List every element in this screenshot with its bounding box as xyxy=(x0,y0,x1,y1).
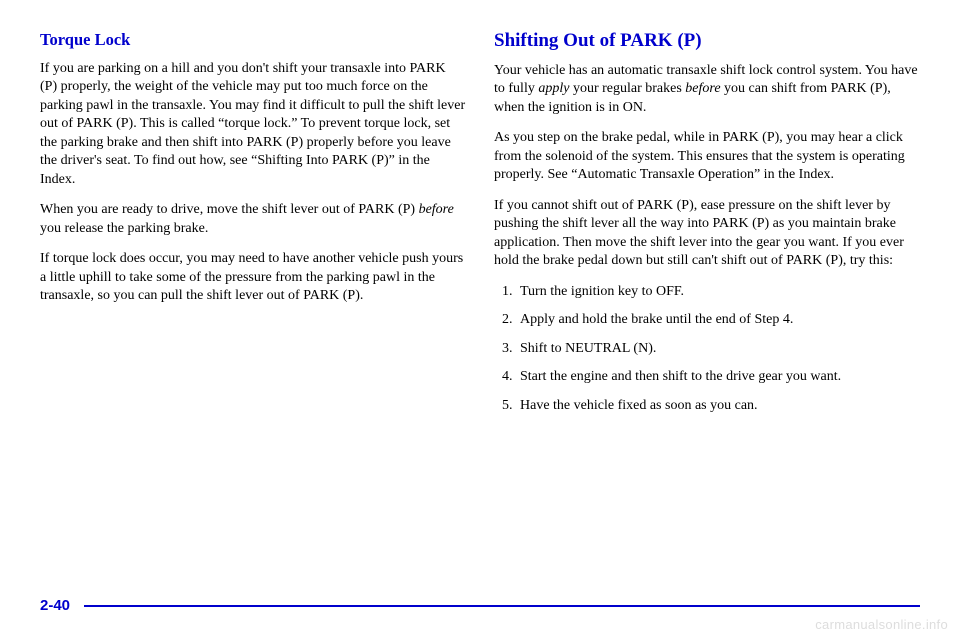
right-p1-italic1: apply xyxy=(538,81,569,96)
left-para-2: When you are ready to drive, move the sh… xyxy=(40,201,466,238)
page-number: 2-40 xyxy=(40,597,70,614)
page-footer: 2-40 xyxy=(40,597,920,614)
right-p1-italic2: before xyxy=(685,81,720,96)
page-content: Torque Lock If you are parking on a hill… xyxy=(0,0,960,640)
left-p2a: When you are ready to drive, move the sh… xyxy=(40,202,419,217)
steps-list: Turn the ignition key to OFF. Apply and … xyxy=(494,283,920,415)
footer-rule xyxy=(84,605,920,607)
step-item: Turn the ignition key to OFF. xyxy=(516,283,920,301)
heading-torque-lock: Torque Lock xyxy=(40,30,466,50)
left-column: Torque Lock If you are parking on a hill… xyxy=(40,30,466,640)
step-item: Have the vehicle fixed as soon as you ca… xyxy=(516,397,920,415)
left-p2-italic: before xyxy=(419,202,454,217)
watermark-text: carmanualsonline.info xyxy=(815,617,948,632)
right-para-2: As you step on the brake pedal, while in… xyxy=(494,129,920,184)
left-para-1: If you are parking on a hill and you don… xyxy=(40,60,466,189)
step-item: Apply and hold the brake until the end o… xyxy=(516,311,920,329)
left-para-3: If torque lock does occur, you may need … xyxy=(40,250,466,305)
step-item: Shift to NEUTRAL (N). xyxy=(516,340,920,358)
step-item: Start the engine and then shift to the d… xyxy=(516,368,920,386)
right-p1b: your regular brakes xyxy=(569,81,685,96)
right-column: Shifting Out of PARK (P) Your vehicle ha… xyxy=(494,30,920,640)
right-para-3: If you cannot shift out of PARK (P), eas… xyxy=(494,197,920,271)
right-para-1: Your vehicle has an automatic transaxle … xyxy=(494,62,920,117)
left-p2b: you release the parking brake. xyxy=(40,221,208,236)
heading-shifting-out: Shifting Out of PARK (P) xyxy=(494,30,920,52)
